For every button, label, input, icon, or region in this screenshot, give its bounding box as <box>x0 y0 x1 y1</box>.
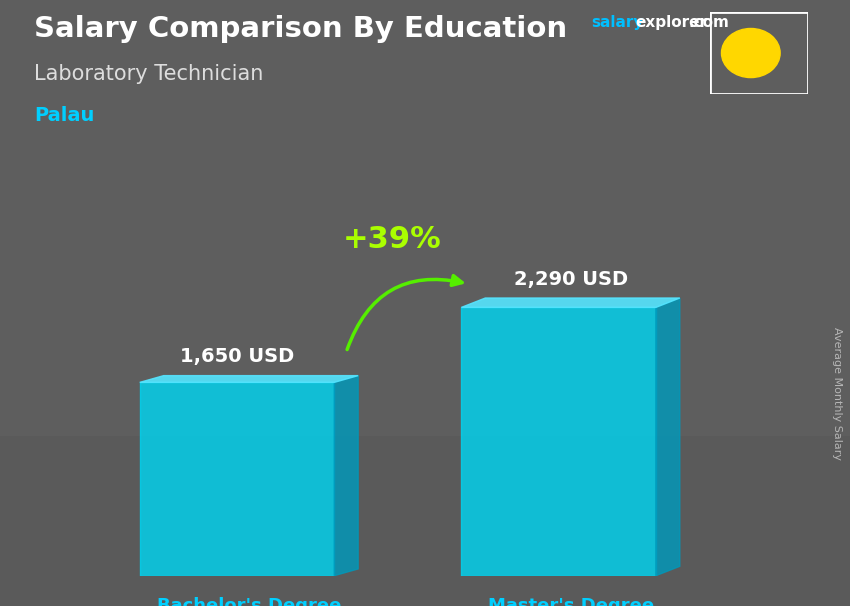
Text: Salary Comparison By Education: Salary Comparison By Education <box>34 15 567 43</box>
Text: Palau: Palau <box>34 106 94 125</box>
Text: .com: .com <box>688 15 729 30</box>
Text: explorer: explorer <box>636 15 708 30</box>
Text: Average Monthly Salary: Average Monthly Salary <box>832 327 842 461</box>
Text: salary: salary <box>591 15 643 30</box>
Text: Master's Degree: Master's Degree <box>488 597 654 606</box>
Polygon shape <box>139 376 358 382</box>
Text: Laboratory Technician: Laboratory Technician <box>34 64 264 84</box>
Circle shape <box>722 28 780 78</box>
Polygon shape <box>462 298 680 307</box>
Text: +39%: +39% <box>343 225 442 254</box>
Text: 2,290 USD: 2,290 USD <box>513 270 627 288</box>
Text: 1,650 USD: 1,650 USD <box>180 347 294 366</box>
Polygon shape <box>462 307 656 576</box>
Polygon shape <box>656 298 680 576</box>
Text: Bachelor's Degree: Bachelor's Degree <box>156 597 341 606</box>
Polygon shape <box>334 376 358 576</box>
Polygon shape <box>139 382 334 576</box>
